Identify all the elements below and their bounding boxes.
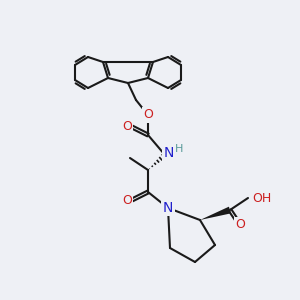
Text: O: O: [122, 194, 132, 206]
Text: O: O: [122, 121, 132, 134]
Text: H: H: [175, 144, 183, 154]
Text: OH: OH: [252, 191, 271, 205]
Text: N: N: [164, 146, 174, 160]
Text: N: N: [163, 201, 173, 215]
Text: O: O: [143, 109, 153, 122]
Polygon shape: [200, 207, 231, 220]
Text: O: O: [235, 218, 245, 232]
